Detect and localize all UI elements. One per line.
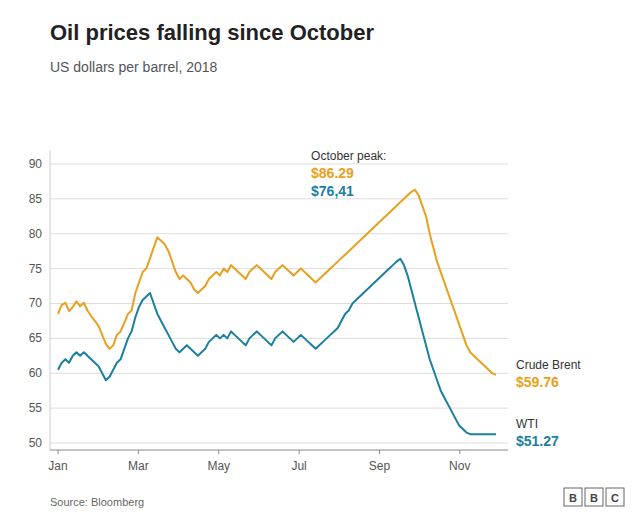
title: Oil prices falling since October [50,20,374,45]
y-tick-label: 70 [29,296,43,310]
x-tick [299,450,300,454]
plot-area [58,190,496,434]
annotation: $86.29 [311,165,354,181]
y-axis-line [50,150,51,450]
end-value-label: $59.76 [516,374,559,390]
x-tick-label: Nov [449,459,470,473]
y-tick-label: 65 [29,331,43,345]
grid-line [50,408,508,409]
annotation: October peak: [311,149,386,163]
x-axis-line [50,450,508,451]
annotation: $76,41 [311,183,354,199]
logo: BBC [564,488,624,506]
series-line [58,259,496,434]
x-tick [138,450,139,454]
x-tick-label: Jan [48,459,67,473]
grid-line [50,198,508,199]
subtitle: US dollars per barrel, 2018 [50,59,218,75]
grid-line [50,338,508,339]
series-label: Crude Brent [516,358,581,372]
logo-box [564,488,582,506]
x-tick-label: Jul [291,459,306,473]
series-line [58,190,496,375]
logo-box [606,488,624,506]
x-tick-label: Sep [369,459,391,473]
logo-letter: C [611,492,619,504]
y-tick-label: 50 [29,436,43,450]
y-tick-label: 80 [29,227,43,241]
grid-line [50,443,508,444]
logo-box [585,488,603,506]
background [0,0,640,520]
logo-letter: B [590,492,598,504]
x-tick [58,450,59,454]
logo-letter: B [569,492,577,504]
grid-line [50,303,508,304]
y-tick-label: 90 [29,157,43,171]
x-tick-label: Mar [128,459,149,473]
x-tick-label: May [207,459,230,473]
x-tick [379,450,380,454]
x-tick [218,450,219,454]
x-tick [459,450,460,454]
y-tick-label: 55 [29,401,43,415]
y-tick-label: 60 [29,366,43,380]
end-value-label: $51.27 [516,433,559,449]
chart: Oil prices falling since October US dolla… [0,0,640,520]
source: Source: Bloomberg [50,496,144,508]
series-label: WTI [516,417,538,431]
grid-line [50,163,508,164]
y-tick-label: 85 [29,192,43,206]
y-tick-label: 75 [29,262,43,276]
grid-line [50,373,508,374]
grid-line [50,233,508,234]
